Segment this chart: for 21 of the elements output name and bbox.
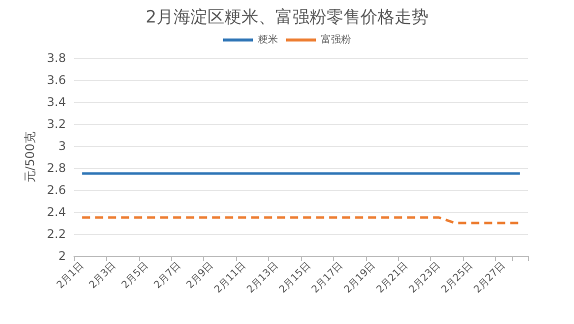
y-tick-label: 2.6: [46, 183, 66, 197]
legend-label: 富强粉: [321, 34, 351, 46]
x-tick-label: 2月3日: [88, 260, 118, 292]
x-tick-label: 2月7日: [152, 260, 184, 292]
x-tick-label: 2月17日: [310, 260, 346, 296]
y-tick-label: 3: [58, 139, 66, 153]
x-tick-label: 2月15日: [278, 260, 313, 296]
y-tick-label: 3.8: [46, 51, 66, 65]
y-axis-title: 元/500克: [23, 132, 37, 182]
x-tick-label: 2月5日: [120, 260, 151, 292]
y-tick-label: 2.2: [46, 227, 66, 241]
y-tick-label: 3.2: [46, 117, 66, 131]
y-tick-label: 2: [58, 249, 66, 263]
x-tick-label: 2月1日: [55, 260, 86, 292]
y-tick-label: 3.4: [46, 95, 66, 109]
chart-title: 2月海淀区粳米、富强粉零售价格走势: [146, 8, 428, 28]
legend-label: 粳米: [258, 34, 278, 46]
y-tick-label: 3.6: [46, 73, 66, 87]
y-tick-label: 2.8: [46, 161, 66, 175]
y-tick-label: 2.4: [46, 205, 66, 219]
x-tick-label: 2月27日: [472, 260, 508, 296]
